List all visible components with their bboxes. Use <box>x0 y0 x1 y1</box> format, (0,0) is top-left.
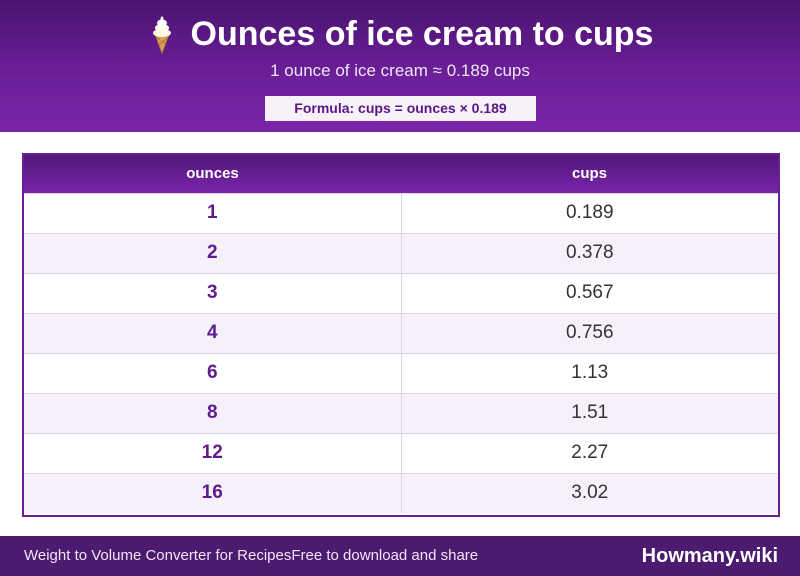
ounces-cell: 12 <box>24 432 402 473</box>
ounces-cell: 3 <box>24 272 402 313</box>
cups-cell: 0.756 <box>401 312 778 353</box>
brand-logo[interactable]: Howmany.wiki <box>641 545 778 567</box>
header: Ounces of ice cream to cups 1 ounce of i… <box>0 0 800 132</box>
table-row: 3 0.567 <box>24 272 778 313</box>
table-row: 12 2.27 <box>24 432 778 473</box>
footer: Weight to Volume Converter for RecipesFr… <box>0 536 800 576</box>
ounces-cell: 16 <box>24 472 402 513</box>
cups-cell: 0.378 <box>401 232 778 273</box>
ounces-cell: 4 <box>24 312 402 353</box>
table-row: 1 0.189 <box>24 192 778 233</box>
cups-cell: 0.189 <box>401 192 778 233</box>
ice-cream-icon <box>147 14 177 55</box>
cups-cell: 1.13 <box>401 352 778 393</box>
ounces-cell: 8 <box>24 392 402 433</box>
footer-text: Weight to Volume Converter for RecipesFr… <box>24 536 478 576</box>
table-row: 8 1.51 <box>24 392 778 433</box>
table-header-row: ounces cups <box>24 155 778 193</box>
table-row: 16 3.02 <box>24 472 778 513</box>
column-header-cups: cups <box>571 165 607 183</box>
column-header-ounces: ounces <box>186 165 239 183</box>
conversion-table: ounces cups 1 0.189 2 0.378 3 0.567 4 0.756 6 1.1… <box>22 153 780 517</box>
ounces-cell: 2 <box>24 232 402 273</box>
page-title: Ounces of ice cream to cups <box>0 12 800 56</box>
subtitle: 1 ounce of ice cream ≈ 0.189 cups <box>270 61 530 80</box>
ounces-cell: 6 <box>24 352 402 393</box>
title-text: Ounces of ice cream to cups <box>190 15 654 53</box>
table-row: 6 1.13 <box>24 352 778 393</box>
cups-cell: 3.02 <box>401 472 778 513</box>
cups-cell: 2.27 <box>401 432 778 473</box>
footer-note: Free to download and share <box>291 547 479 564</box>
formula-badge: Formula: cups = ounces × 0.189 <box>265 96 536 121</box>
table-row: 2 0.378 <box>24 232 778 273</box>
table-row: 4 0.756 <box>24 312 778 353</box>
cups-cell: 0.567 <box>401 272 778 313</box>
ounces-cell: 1 <box>24 192 402 233</box>
footer-tagline: Weight to Volume Converter for Recipes <box>24 547 292 564</box>
cups-cell: 1.51 <box>401 392 778 433</box>
